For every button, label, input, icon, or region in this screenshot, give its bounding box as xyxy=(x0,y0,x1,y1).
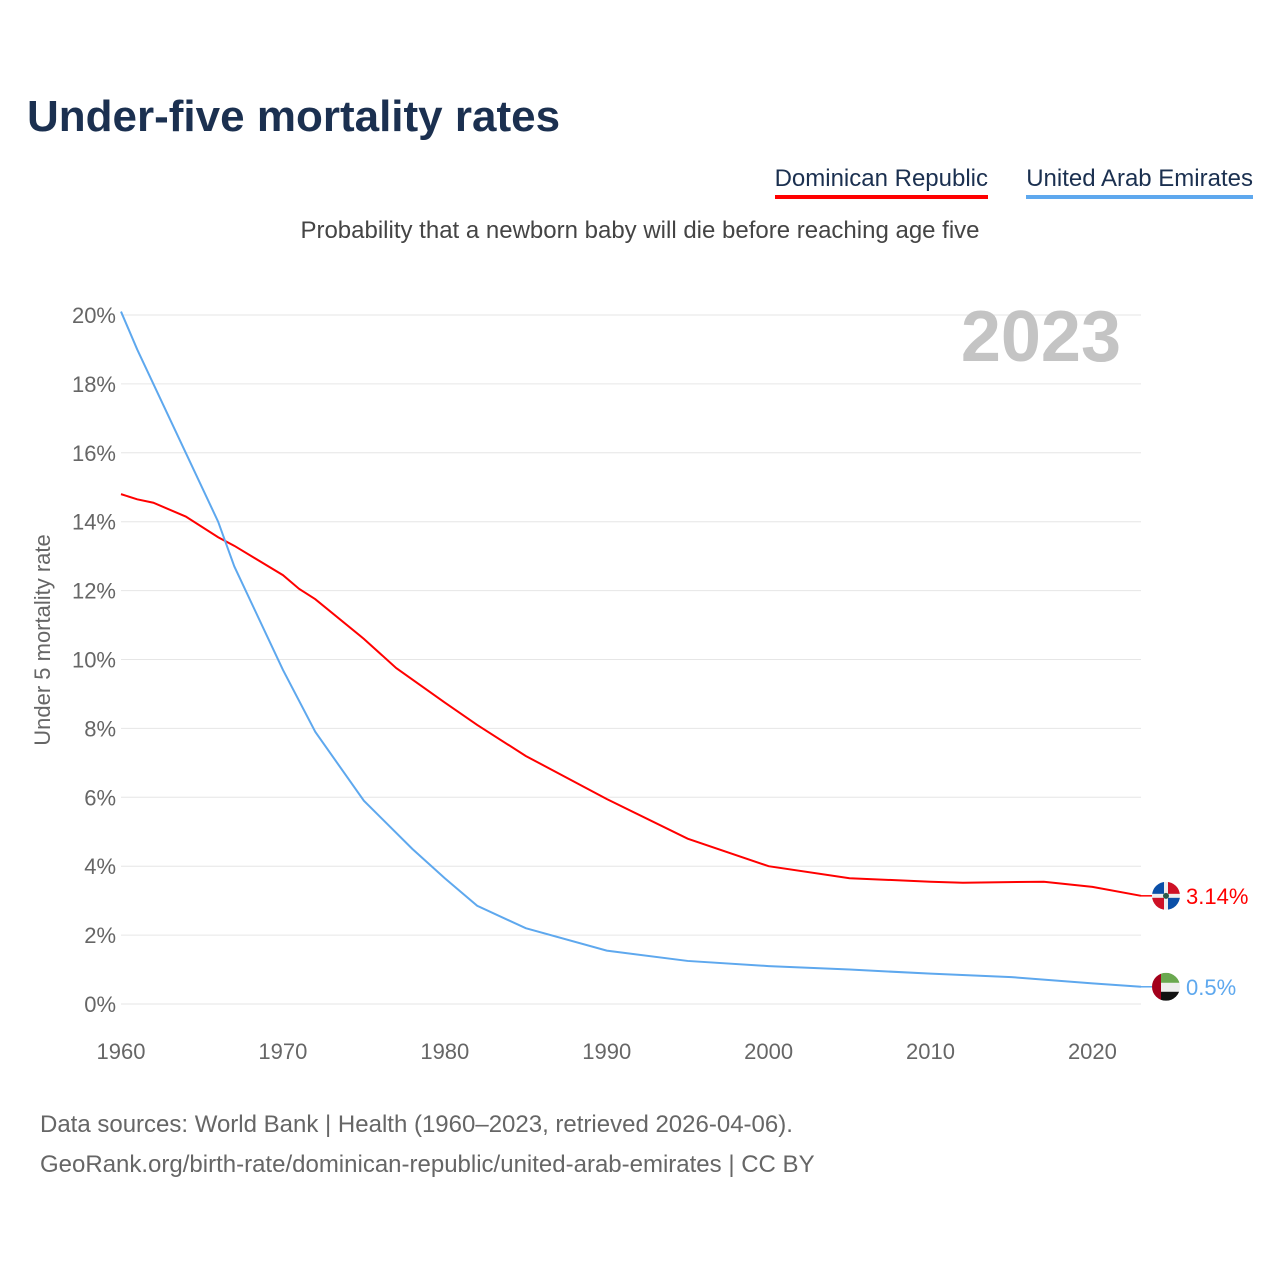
x-tick-label: 1990 xyxy=(582,1039,631,1064)
y-tick-label: 6% xyxy=(84,785,116,810)
end-value-label: 3.14% xyxy=(1186,884,1248,909)
data-source: Data sources: World Bank | Health (1960–… xyxy=(40,1111,793,1138)
series-line-1 xyxy=(120,311,1142,988)
x-tick-label: 2000 xyxy=(744,1039,793,1064)
x-tick-label: 1960 xyxy=(97,1039,146,1064)
y-tick-label: 12% xyxy=(72,579,116,604)
end-value-label: 0.5% xyxy=(1186,975,1236,1000)
x-tick-label: 1970 xyxy=(258,1039,307,1064)
legend-dominican-republic[interactable]: Dominican Republic xyxy=(774,165,988,199)
dominican-republic-flag-icon xyxy=(1152,881,1180,910)
y-axis-label: Under 5 mortality rate xyxy=(30,534,55,746)
x-tick-label: 2010 xyxy=(906,1039,955,1064)
y-tick-label: 2% xyxy=(84,923,116,948)
uae-flag-icon xyxy=(1152,972,1180,1001)
x-tick-label: 2020 xyxy=(1068,1039,1117,1064)
source-link[interactable]: GeoRank.org/birth-rate/dominican-republi… xyxy=(40,1151,815,1178)
chart-subtitle: Probability that a newborn baby will die… xyxy=(300,217,980,244)
y-tick-label: 8% xyxy=(84,716,116,741)
y-tick-label: 14% xyxy=(72,510,116,535)
y-tick-label: 18% xyxy=(72,372,116,397)
year-label: 2023 xyxy=(961,297,1121,377)
y-tick-label: 0% xyxy=(84,992,116,1017)
footer: Data sources: World Bank | Health (1960–… xyxy=(40,1105,815,1185)
series-line-0 xyxy=(120,493,1142,897)
y-tick-label: 20% xyxy=(72,303,116,328)
line-chart: 0% 2% 4% 6% 8% 10% 12% 14% 16% 18% 20% 1960 1970 1980… xyxy=(30,297,1248,1064)
x-tick-label: 1980 xyxy=(420,1039,469,1064)
legend-united-arab-emirates[interactable]: United Arab Emirates xyxy=(1026,165,1253,199)
y-tick-label: 16% xyxy=(72,441,116,466)
y-tick-label: 4% xyxy=(84,854,116,879)
y-tick-label: 10% xyxy=(72,648,116,673)
chart-title: Under-five mortality rates xyxy=(27,92,561,141)
